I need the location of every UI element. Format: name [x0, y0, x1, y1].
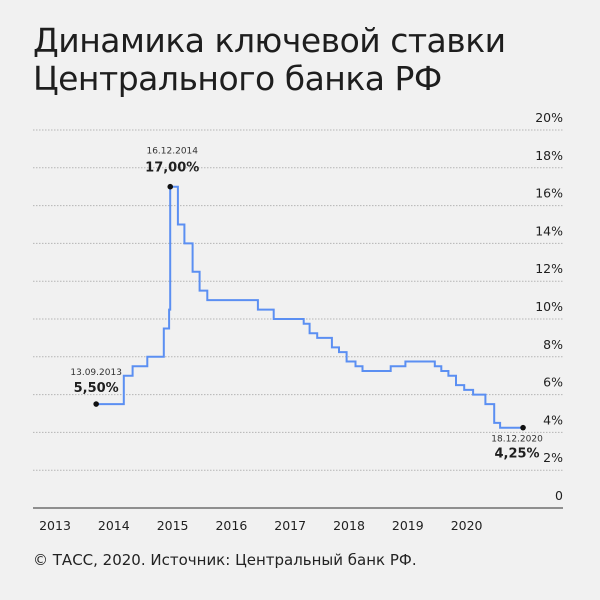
source-footer: © ТАСС, 2020. Источник: Центральный банк…: [33, 551, 417, 569]
y-tick-label: 2%: [543, 450, 563, 465]
x-tick-label: 2017: [274, 518, 306, 533]
x-tick-label: 2018: [333, 518, 365, 533]
annotation-dot: [93, 401, 99, 407]
x-tick-label: 2015: [157, 518, 189, 533]
y-tick-label: 20%: [535, 110, 563, 125]
chart-title-line-1: Динамика ключевой ставки: [33, 21, 506, 60]
annotation-date: 16.12.2014: [146, 147, 198, 157]
annotation-value: 4,25%: [494, 447, 539, 462]
x-tick-label: 2016: [215, 518, 247, 533]
annotation-value: 5,50%: [74, 381, 119, 396]
y-tick-label: 14%: [535, 223, 563, 238]
x-tick-label: 2020: [451, 518, 483, 533]
annotation-date: 13.09.2013: [70, 368, 122, 378]
y-tick-label: 18%: [535, 148, 563, 163]
annotation-value: 17,00%: [145, 161, 199, 176]
y-tick-label: 0: [555, 488, 563, 503]
annotation-dot: [520, 424, 526, 431]
chart-title-line-2: Центрального банка РФ: [33, 59, 442, 98]
annotation-date: 18.12.2020: [491, 435, 543, 445]
x-tick-label: 2019: [392, 518, 424, 533]
y-tick-label: 6%: [543, 375, 563, 390]
chart-title: Динамика ключевой ставки Центрального ба…: [33, 22, 506, 98]
x-tick-label: 2013: [39, 518, 71, 533]
x-tick-label: 2014: [98, 518, 130, 533]
y-tick-label: 4%: [543, 412, 563, 427]
y-tick-label: 12%: [535, 261, 563, 276]
y-tick-label: 10%: [535, 299, 563, 314]
annotations: 13.09.2013 5,50% 16.12.2014 17,00% 18.12.202…: [70, 147, 543, 462]
x-axis-labels: 2013 2014 2015 2016 2017 2018 2019 2020: [39, 518, 482, 533]
y-tick-label: 16%: [535, 186, 563, 201]
key-rate-step-line: [96, 185, 523, 429]
annotation-dot: [167, 183, 174, 190]
gridlines: [33, 129, 563, 471]
y-axis-labels: 0 2% 4% 6% 8% 10% 12% 14% 16% 18% 20%: [535, 110, 563, 503]
y-tick-label: 8%: [543, 337, 563, 352]
